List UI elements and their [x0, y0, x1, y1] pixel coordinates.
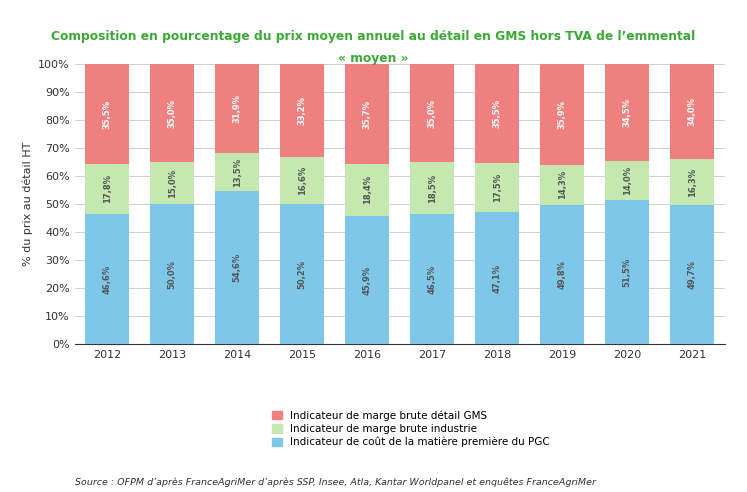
Text: 35,9%: 35,9% [557, 100, 567, 129]
Legend: Indicateur de marge brute détail GMS, Indicateur de marge brute industrie, Indic: Indicateur de marge brute détail GMS, In… [272, 410, 550, 447]
Text: 14,0%: 14,0% [622, 166, 632, 195]
Bar [345, 215, 389, 344]
Bar [540, 205, 584, 344]
Text: 14,3%: 14,3% [557, 170, 567, 199]
Text: 49,7%: 49,7% [687, 260, 697, 289]
Text: 54,6%: 54,6% [232, 253, 242, 282]
Text: 35,0%: 35,0% [167, 98, 177, 127]
Text: 45,9%: 45,9% [362, 266, 372, 295]
Bar [345, 64, 389, 164]
Text: 33,2%: 33,2% [297, 96, 307, 125]
Text: 18,4%: 18,4% [362, 175, 372, 205]
Text: 50,2%: 50,2% [297, 259, 307, 289]
Text: 35,5%: 35,5% [492, 99, 502, 128]
Bar [670, 64, 714, 159]
Bar [670, 159, 714, 205]
Text: 17,5%: 17,5% [492, 173, 502, 202]
Bar [280, 64, 324, 157]
Text: 13,5%: 13,5% [232, 158, 242, 187]
Bar [670, 205, 714, 344]
Bar [150, 204, 194, 344]
Text: Composition en pourcentage du prix moyen annuel au détail en GMS hors TVA de l’e: Composition en pourcentage du prix moyen… [52, 30, 695, 42]
Bar [410, 214, 454, 344]
Bar [280, 204, 324, 344]
Text: 16,6%: 16,6% [297, 166, 307, 195]
Text: 31,9%: 31,9% [232, 94, 242, 123]
Text: 35,5%: 35,5% [102, 99, 112, 128]
Bar [345, 164, 389, 215]
Bar [605, 200, 649, 344]
Text: 18,5%: 18,5% [427, 174, 437, 203]
Text: 35,7%: 35,7% [362, 99, 372, 128]
Text: 15,0%: 15,0% [167, 169, 177, 198]
Bar [410, 64, 454, 162]
Y-axis label: % du prix au détail HT: % du prix au détail HT [22, 142, 33, 266]
Text: 17,8%: 17,8% [102, 174, 112, 203]
Bar [280, 157, 324, 204]
Bar [215, 191, 259, 344]
Text: 51,5%: 51,5% [622, 257, 632, 287]
Text: 50,0%: 50,0% [167, 260, 177, 289]
Text: 35,0%: 35,0% [427, 98, 437, 127]
Text: 16,3%: 16,3% [687, 168, 697, 197]
Bar [150, 64, 194, 162]
Bar [410, 162, 454, 214]
Text: 49,8%: 49,8% [557, 260, 567, 289]
Bar [150, 162, 194, 204]
Bar [85, 164, 129, 214]
Bar [475, 213, 519, 344]
Bar [475, 163, 519, 213]
Bar [85, 64, 129, 164]
Bar [605, 161, 649, 200]
Text: 46,5%: 46,5% [427, 265, 437, 294]
Text: 46,6%: 46,6% [102, 264, 112, 294]
Bar [475, 63, 519, 163]
Text: 47,1%: 47,1% [492, 264, 502, 293]
Text: « moyen »: « moyen » [338, 52, 409, 64]
Bar [85, 214, 129, 344]
Bar [605, 64, 649, 161]
Bar [215, 64, 259, 154]
Text: 34,0%: 34,0% [687, 97, 697, 126]
Bar [215, 154, 259, 191]
Text: 34,5%: 34,5% [622, 98, 632, 127]
Text: Source : OFPM d’après FranceAgriMer d’après SSP, Insee, Atla, Kantar Worldpanel : Source : OFPM d’après FranceAgriMer d’ap… [75, 478, 595, 487]
Bar [540, 165, 584, 205]
Bar [540, 64, 584, 165]
